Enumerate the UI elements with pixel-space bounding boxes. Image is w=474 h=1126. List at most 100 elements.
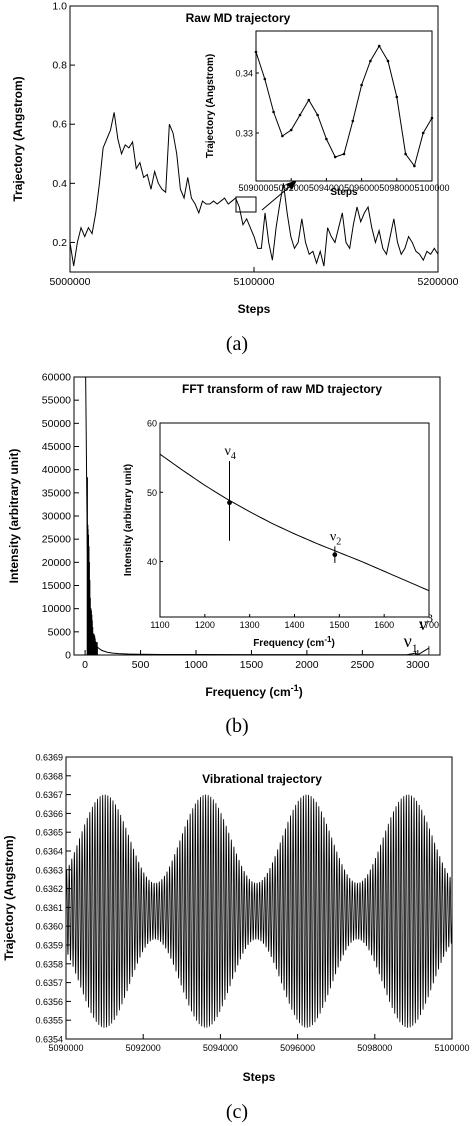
panel-b-inset-series-layer: [159, 453, 430, 592]
panel-a-xtick-label: 5000000: [50, 276, 91, 288]
panel-a-inset-ytick-label: 0.34: [235, 69, 253, 79]
panel-a-inset-point: [307, 98, 311, 102]
panel-b-xlabel: Frequency (cm-1): [205, 683, 302, 699]
panel-a-inset-point: [333, 155, 337, 159]
panel-a-inset-xtick-label: 5100000: [414, 183, 449, 193]
panel-b-inset-ticks: 1100 1200 1300 1400 1500 1600 1700 40 50 60: [147, 419, 439, 631]
panel-a-inset-point: [316, 113, 319, 117]
panel-a-inset-ytick-label: 0.33: [235, 129, 253, 139]
panel-b-inset-ytick-label: 50: [147, 488, 157, 498]
panel-a-inset-point: [386, 59, 390, 63]
panel-b-xtick-label: 0: [82, 659, 88, 671]
peak-symbol: ν: [419, 614, 427, 634]
panel-a-inset-xtick-label: 5096000: [344, 183, 379, 193]
panel-a-inset-point: [395, 95, 399, 99]
panel-c-ytick-label: 0.6358: [35, 959, 63, 969]
panel-a-label: (a): [226, 333, 248, 355]
panel-c-ytick-label: 0.6367: [35, 790, 63, 800]
panel-b-inset-xtick-label: 1700: [419, 620, 439, 630]
panel-a-inset-bg: [256, 31, 432, 181]
panel-c-title: Vibrational trajectory: [202, 772, 322, 786]
panel-c-ytick-label: 0.6357: [35, 978, 63, 988]
panel-a-inset-point: [342, 152, 346, 156]
panel-b-inset-xlabel-sup: -1: [324, 635, 332, 644]
panel-a-inset: 5090000 5092000 5094000 5096000 5098000 51000…: [205, 30, 450, 198]
panel-c-series-layer: [65, 794, 453, 1028]
panel-c-series-line: [65, 794, 453, 1028]
panel-b-xtick-label: 1000: [184, 659, 208, 671]
panel-b-inset-xlabel: Frequency (cm-1): [253, 635, 335, 649]
panel-c-ytick-label: 0.6360: [35, 922, 63, 932]
peak-symbol: ν: [330, 529, 336, 544]
panel-a-inset-xlabel: Steps: [330, 187, 358, 198]
panel-a-inset-ticks: 5090000 5092000 5094000 5096000 5098000 51000…: [235, 69, 449, 194]
peak-subscript: 1: [412, 641, 418, 655]
panel-b: 0 500 1000 1500 2000 2500 30000500010000150002…: [7, 372, 441, 737]
panel-b-peak-label: ν3: [419, 611, 433, 634]
panel-c-ytick-label: 0.6361: [35, 903, 63, 913]
panel-a-inset-point: [272, 110, 275, 114]
panel-c: 5090000 5092000 5094000 5096000 5098000 51000…: [2, 753, 470, 1124]
panel-a-ytick-label: 0.8: [52, 60, 67, 72]
panel-b-label: (b): [225, 715, 248, 737]
panel-b-xtick-label: 2500: [351, 659, 375, 671]
panel-b-ytick-label: 25000: [42, 534, 71, 546]
panel-a-xlabel: Steps: [238, 302, 271, 316]
panel-b-ytick-label: 60000: [42, 372, 71, 384]
panel-b-inset-ytick-label: 40: [147, 557, 157, 567]
panel-c-xtick-label: 5094000: [203, 1043, 238, 1053]
peak-symbol: ν: [224, 444, 230, 459]
panel-b-inset-ylabel: Intensity (arbitrary unit): [123, 464, 134, 576]
panel-b-xtick-label: 3000: [406, 659, 430, 671]
panel-b-peak-label: ν1: [404, 631, 418, 655]
panel-a-ylabel: Trajectory (Angstrom): [11, 76, 25, 201]
panel-a-ytick-label: 0.2: [52, 237, 67, 249]
panel-a-title: Raw MD trajectory: [186, 11, 291, 25]
panel-b-ytick-label: 15000: [42, 580, 71, 592]
panel-c-xtick-label: 5098000: [357, 1043, 392, 1053]
panel-a-inset-xtick-label: 5094000: [309, 183, 344, 193]
panel-c-xtick-label: 5092000: [126, 1043, 161, 1053]
panel-b-ytick-label: 40000: [42, 464, 71, 476]
panel-a-inset-point: [369, 59, 372, 63]
panel-b-inset-xtick-label: 1300: [240, 620, 260, 630]
panel-b-inset-peak-label: ν4: [224, 444, 235, 462]
peak-subscript: 3: [427, 611, 433, 625]
panel-b-xlabel-sup: -1: [291, 683, 299, 693]
panel-a-ticks: 5000000 5100000 5200000 0.2 0.4 0.6 0.8 1.0: [50, 1, 459, 289]
panel-a-series-layer: [69, 112, 439, 267]
panel-b-ytick-label: 30000: [42, 511, 71, 523]
panel-c-xlabel: Steps: [243, 1070, 276, 1084]
panel-b-ytick-label: 20000: [42, 557, 71, 569]
panel-c-ylabel: Trajectory (Angstrom): [2, 835, 16, 960]
panel-b-inset-peak-labels: ν4 ν2: [224, 444, 341, 563]
panel-b-ytick-label: 35000: [42, 487, 71, 499]
panel-b-inset-xtick-label: 1500: [329, 620, 349, 630]
panel-b-ytick-label: 45000: [42, 441, 71, 453]
panel-c-label: (c): [226, 1101, 248, 1123]
panel-b-inset-peak-label: ν2: [330, 529, 341, 547]
panel-b-inset-series-line: [159, 453, 430, 592]
panel-c-ytick-label: 0.6355: [35, 1016, 63, 1026]
panel-a-inset-point: [404, 152, 407, 156]
panel-c-ytick-label: 0.6364: [35, 847, 63, 857]
panel-c-ytick-label: 0.6354: [35, 1035, 63, 1045]
panel-b-inset-ytick-label: 60: [147, 419, 157, 429]
panel-b-ytick-label: 50000: [42, 418, 71, 430]
panel-b-title: FFT transform of raw MD trajectory: [182, 382, 382, 396]
panel-c-ticks: 5090000 5092000 5094000 5096000 5098000 51000…: [35, 753, 469, 1054]
panel-b-ylabel: Intensity (arbitrary unit): [7, 449, 21, 584]
panel-a-series-line: [69, 112, 439, 267]
panel-b-inset-xtick-label: 1100: [150, 620, 169, 630]
panel-b-xtick-label: 2000: [295, 659, 319, 671]
panel-c-plot-frame: [65, 756, 453, 1040]
panel-b-xtick-label: 500: [132, 659, 150, 671]
panel-a-inset-point: [289, 128, 293, 132]
panel-a-inset-series-layer: [254, 44, 434, 168]
zoom-arrow-shaft: [261, 182, 295, 211]
panel-b-ytick-label: 0: [65, 650, 71, 662]
panel-a-inset-point: [377, 44, 381, 48]
panel-c-ytick-label: 0.6368: [35, 771, 63, 781]
